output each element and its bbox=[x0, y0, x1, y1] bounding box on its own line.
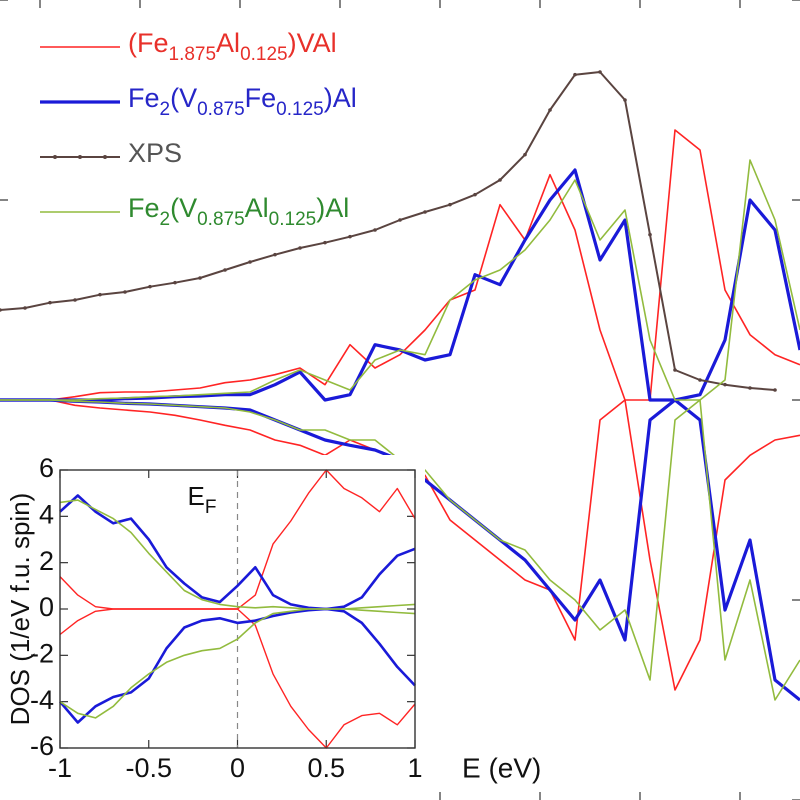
x-tick-label: 1 bbox=[407, 753, 422, 783]
series-marker bbox=[448, 202, 452, 207]
legend-label-part: )Al bbox=[316, 193, 349, 223]
legend-label-part: 1.875 bbox=[169, 44, 217, 65]
legend-label-part: Al bbox=[245, 193, 269, 223]
series-marker bbox=[648, 232, 652, 237]
legend-label-part: 0.125 bbox=[240, 44, 288, 65]
inset-background bbox=[0, 455, 425, 800]
legend: (Fe1.875Al0.125)VAlFe2(V0.875Fe0.125)AlX… bbox=[40, 28, 357, 230]
series-marker bbox=[398, 218, 402, 222]
legend-label-part: Fe bbox=[128, 83, 160, 113]
series-marker bbox=[623, 98, 627, 102]
legend-label-part: 2 bbox=[160, 209, 171, 230]
legend-label-part: (V bbox=[170, 193, 197, 223]
y-tick-label: 4 bbox=[39, 499, 54, 529]
legend-label-part: 0.125 bbox=[276, 99, 324, 120]
series-marker bbox=[598, 70, 602, 74]
x-axis-label: E (eV) bbox=[462, 752, 541, 783]
legend-label-part: 0.875 bbox=[197, 209, 245, 230]
series-marker bbox=[73, 298, 77, 302]
series-line bbox=[0, 129, 800, 401]
legend-label-part: Fe bbox=[245, 83, 277, 113]
legend-label: XPS bbox=[128, 138, 182, 168]
y-tick-label: -4 bbox=[30, 685, 54, 715]
series-marker bbox=[523, 152, 527, 157]
series-line bbox=[59, 608, 416, 719]
series-marker bbox=[698, 378, 702, 382]
plot-frame bbox=[59, 469, 416, 749]
legend-label-part: )Al bbox=[324, 83, 357, 113]
fermi-level-label-part: E bbox=[188, 481, 205, 511]
series-marker bbox=[548, 108, 552, 112]
legend-label-part: 0.125 bbox=[269, 209, 317, 230]
series-marker bbox=[373, 228, 377, 232]
legend-label: (Fe1.875Al0.125)VAl bbox=[128, 28, 337, 65]
series-marker bbox=[173, 280, 177, 285]
series-line bbox=[0, 159, 800, 401]
series-marker bbox=[748, 386, 752, 390]
legend-marker bbox=[78, 155, 82, 159]
series-marker bbox=[198, 276, 202, 280]
series-marker bbox=[348, 234, 352, 239]
legend-label-part: 0.875 bbox=[197, 99, 245, 120]
series-marker bbox=[773, 388, 777, 392]
series-marker bbox=[248, 260, 252, 264]
series-line bbox=[0, 71, 776, 391]
series-marker bbox=[298, 246, 302, 250]
legend-label-part: (Fe bbox=[128, 28, 169, 58]
y-tick-label: 0 bbox=[39, 592, 54, 622]
series-marker bbox=[23, 306, 27, 310]
series-marker bbox=[423, 210, 427, 214]
legend-label: Fe2(V0.875Al0.125)Al bbox=[128, 193, 349, 230]
x-tick-label: -1 bbox=[48, 753, 72, 783]
series-marker bbox=[573, 72, 577, 77]
x-tick-label: -0.5 bbox=[125, 753, 172, 783]
legend-marker bbox=[53, 155, 57, 159]
legend-label: Fe2(V0.875Fe0.125)Al bbox=[128, 83, 357, 120]
inset-plot: -1 -0.5 0 0.5 1 -6 -4 -2 0 2 4 6 EF E (eV) DOS (1/eV f… bbox=[5, 453, 541, 783]
series-line bbox=[59, 608, 416, 749]
series-marker bbox=[223, 268, 227, 272]
legend-label-part: Fe bbox=[128, 193, 160, 223]
series-marker bbox=[323, 240, 327, 245]
legend-marker bbox=[103, 155, 107, 159]
series-marker bbox=[498, 178, 502, 182]
y-tick-label: 2 bbox=[39, 546, 54, 576]
series-marker bbox=[273, 252, 277, 257]
y-tick-label: -2 bbox=[30, 638, 54, 668]
series-line bbox=[0, 168, 800, 402]
series-line bbox=[59, 607, 416, 724]
y-tick-label: -6 bbox=[30, 731, 54, 761]
series-marker bbox=[123, 290, 127, 294]
series-marker bbox=[148, 284, 152, 289]
series-marker bbox=[473, 192, 477, 197]
series-line bbox=[59, 494, 416, 611]
series-marker bbox=[48, 300, 52, 305]
fermi-level-label-part: F bbox=[205, 497, 217, 518]
legend-label-part: 2 bbox=[160, 99, 171, 120]
y-tick-label: 6 bbox=[39, 453, 54, 483]
series-marker bbox=[0, 308, 2, 312]
legend-label-part: )VAl bbox=[288, 28, 337, 58]
x-tick-label: 0 bbox=[230, 753, 245, 783]
series-line bbox=[59, 499, 416, 610]
x-tick-label: 0.5 bbox=[307, 753, 345, 783]
fermi-level-label: EF bbox=[188, 481, 217, 518]
series-marker bbox=[673, 368, 677, 372]
series-marker bbox=[723, 382, 727, 387]
series-marker bbox=[98, 292, 102, 297]
y-axis-label: DOS (1/eV f.u. spin) bbox=[5, 493, 35, 726]
legend-label-part: Al bbox=[216, 28, 240, 58]
legend-label-part: XPS bbox=[128, 138, 182, 168]
legend-label-part: (V bbox=[170, 83, 197, 113]
